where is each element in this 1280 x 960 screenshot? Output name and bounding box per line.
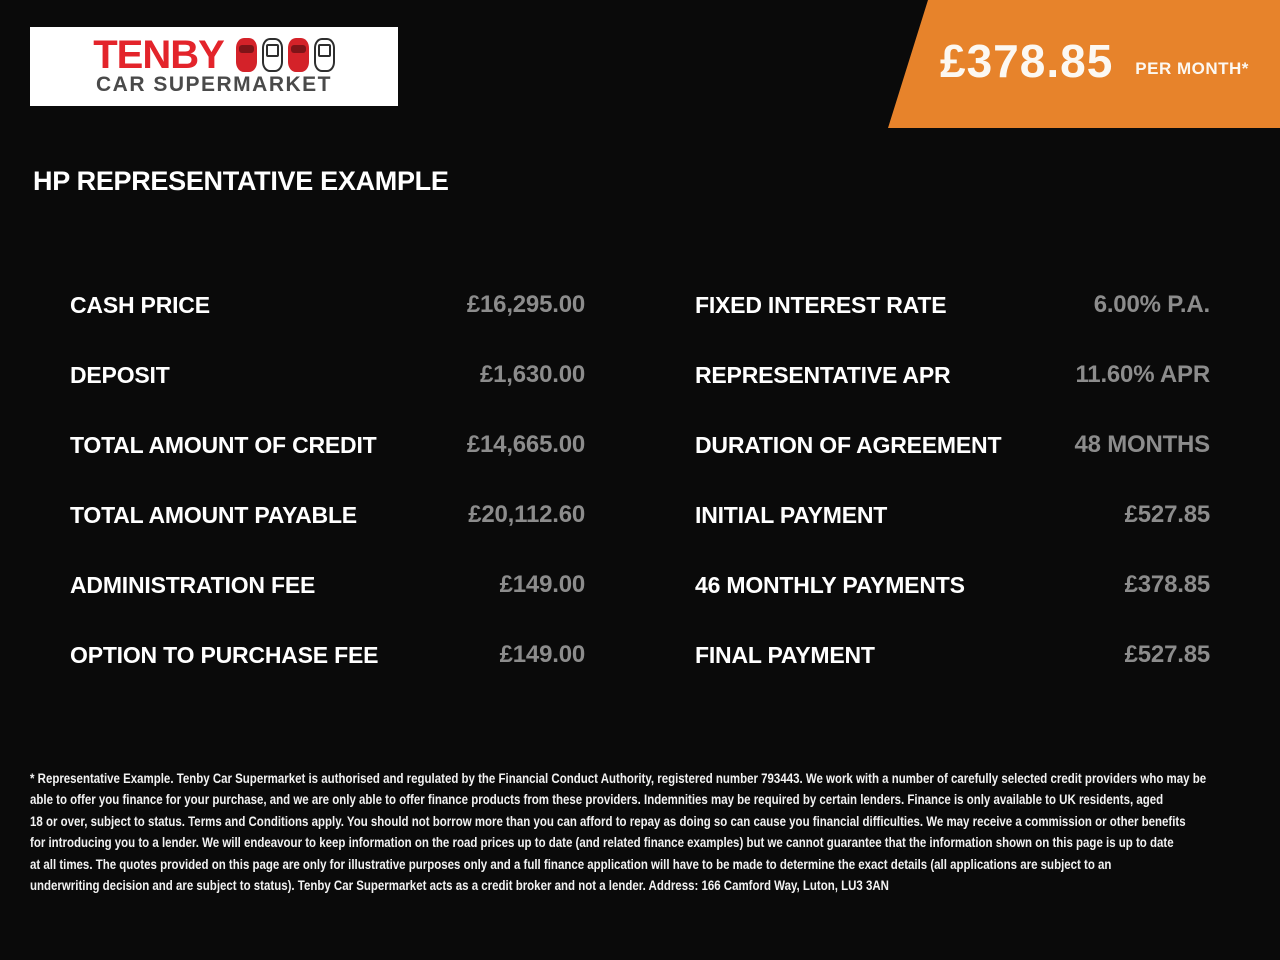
disclaimer-line: 18 or over, subject to status. Terms and…: [30, 813, 1186, 829]
finance-column-left: CASH PRICE £16,295.00 DEPOSIT £1,630.00 …: [70, 270, 585, 690]
finance-value: £149.00: [499, 571, 586, 598]
finance-value: £527.85: [1124, 641, 1211, 668]
finance-label: 46 MONTHLY PAYMENTS: [695, 571, 965, 598]
finance-row-representative-apr: REPRESENTATIVE APR 11.60% APR: [695, 340, 1210, 410]
finance-row-option-to-purchase-fee: OPTION TO PURCHASE FEE £149.00: [70, 620, 585, 690]
logo-car-icons: [235, 37, 335, 72]
finance-row-deposit: DEPOSIT £1,630.00: [70, 340, 585, 410]
finance-value: 48 MONTHS: [1074, 431, 1210, 458]
red-car-icon: [235, 37, 257, 72]
finance-value: £20,112.60: [468, 501, 585, 528]
monthly-price-banner: £378.85 PER MONTH*: [888, 0, 1280, 128]
finance-row-initial-payment: INITIAL PAYMENT £527.85: [695, 480, 1210, 550]
finance-value: £14,665.00: [466, 431, 585, 458]
finance-value: £149.00: [499, 641, 586, 668]
finance-label: INITIAL PAYMENT: [695, 501, 888, 528]
finance-label: FINAL PAYMENT: [695, 641, 875, 668]
finance-column-right: FIXED INTEREST RATE 6.00% P.A. REPRESENT…: [695, 270, 1210, 690]
logo-brand-name: TENBY: [93, 32, 225, 77]
finance-label: FIXED INTEREST RATE: [695, 291, 947, 318]
page-title: HP REPRESENTATIVE EXAMPLE: [33, 166, 449, 196]
finance-label: REPRESENTATIVE APR: [695, 361, 951, 388]
finance-value: 6.00% P.A.: [1093, 291, 1211, 318]
disclaimer-line: for introducing you to a lender. We will…: [30, 835, 1174, 851]
finance-label: TOTAL AMOUNT OF CREDIT: [70, 431, 377, 458]
finance-row-monthly-payments: 46 MONTHLY PAYMENTS £378.85: [695, 550, 1210, 620]
monthly-price-amount: £378.85: [940, 35, 1114, 87]
finance-row-duration: DURATION OF AGREEMENT 48 MONTHS: [695, 410, 1210, 480]
finance-row-cash-price: CASH PRICE £16,295.00: [70, 270, 585, 340]
finance-value: 11.60% APR: [1075, 361, 1210, 388]
red-car-icon: [287, 37, 309, 72]
finance-value: £378.85: [1124, 571, 1211, 598]
white-car-icon: [261, 37, 283, 72]
finance-label: OPTION TO PURCHASE FEE: [70, 641, 379, 668]
monthly-price-period: PER MONTH*: [1135, 59, 1249, 78]
finance-row-final-payment: FINAL PAYMENT £527.85: [695, 620, 1210, 690]
finance-label: CASH PRICE: [70, 291, 210, 318]
disclaimer-line: * Representative Example. Tenby Car Supe…: [30, 771, 1207, 786]
finance-value: £16,295.00: [466, 291, 585, 318]
finance-label: DEPOSIT: [70, 361, 170, 388]
legal-disclaimer: * Representative Example. Tenby Car Supe…: [30, 768, 1274, 896]
finance-row-fixed-interest-rate: FIXED INTEREST RATE 6.00% P.A.: [695, 270, 1210, 340]
finance-value: £1,630.00: [480, 361, 585, 388]
logo-subtitle: CAR SUPERMARKET: [95, 72, 332, 96]
disclaimer-line: underwriting decision and are subject to…: [30, 878, 889, 894]
finance-row-total-credit: TOTAL AMOUNT OF CREDIT £14,665.00: [70, 410, 585, 480]
finance-value: £527.85: [1124, 501, 1211, 528]
finance-row-admin-fee: ADMINISTRATION FEE £149.00: [70, 550, 585, 620]
finance-label: ADMINISTRATION FEE: [70, 571, 316, 598]
logo-top-row: TENBY: [93, 32, 335, 77]
disclaimer-line: at all times. The quotes provided on thi…: [30, 856, 1112, 872]
finance-label: DURATION OF AGREEMENT: [695, 431, 1002, 458]
finance-table: CASH PRICE £16,295.00 DEPOSIT £1,630.00 …: [70, 270, 1210, 690]
finance-label: TOTAL AMOUNT PAYABLE: [70, 501, 357, 528]
finance-row-total-payable: TOTAL AMOUNT PAYABLE £20,112.60: [70, 480, 585, 550]
dealer-logo: TENBY CAR SUPERMARKET: [30, 27, 398, 106]
white-car-icon: [313, 37, 335, 72]
disclaimer-line: able to offer you finance for your purch…: [30, 792, 1164, 808]
